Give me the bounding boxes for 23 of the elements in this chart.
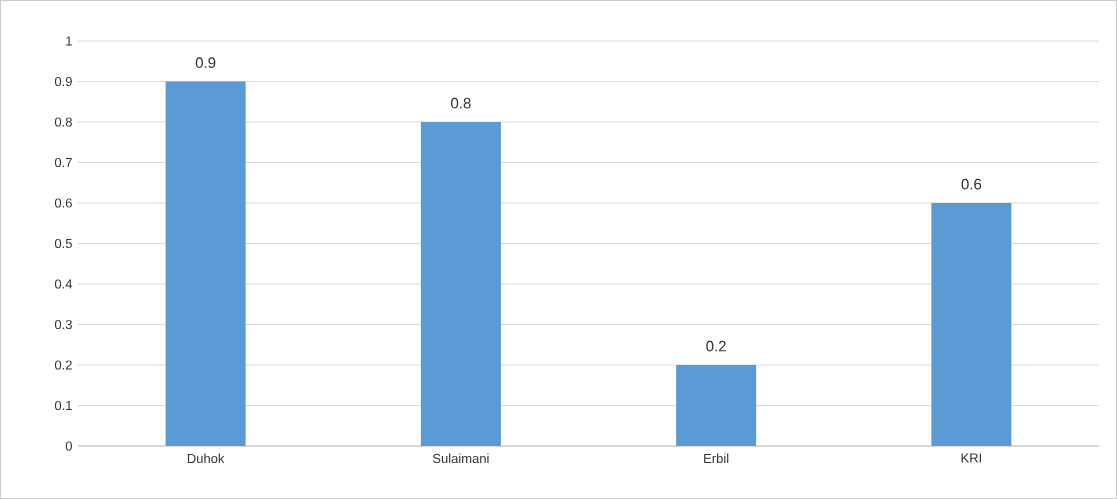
- x-tick-label: KRI: [961, 453, 982, 463]
- bar: [931, 203, 1012, 446]
- y-tick-label: 0.8: [54, 117, 72, 127]
- y-tick-label: 0.3: [54, 319, 72, 330]
- y-tick-label: 0: [65, 441, 72, 451]
- x-tick-label: Sulaimani: [432, 453, 489, 464]
- y-tick-label: 0.5: [54, 238, 72, 249]
- y-tick-label: 0.2: [54, 360, 72, 370]
- data-label: 0.9: [195, 57, 216, 68]
- y-tick-label: 1: [66, 36, 72, 46]
- y-tick-label: 0.4: [54, 279, 73, 289]
- y-tick-label: 0.7: [54, 157, 72, 168]
- y-tick-label: 0.9: [54, 76, 72, 87]
- data-label: 0.2: [706, 340, 726, 352]
- y-tick-label: 0.1: [54, 400, 72, 411]
- data-label: 0.6: [961, 178, 982, 190]
- x-tick-label: Erbil: [704, 453, 729, 464]
- bar: [420, 122, 501, 446]
- data-label: 0.8: [451, 97, 471, 109]
- y-tick-label: 0.6: [54, 198, 72, 208]
- bar: [676, 365, 757, 446]
- x-tick-label: Duhok: [187, 453, 225, 464]
- bar: [165, 81, 246, 446]
